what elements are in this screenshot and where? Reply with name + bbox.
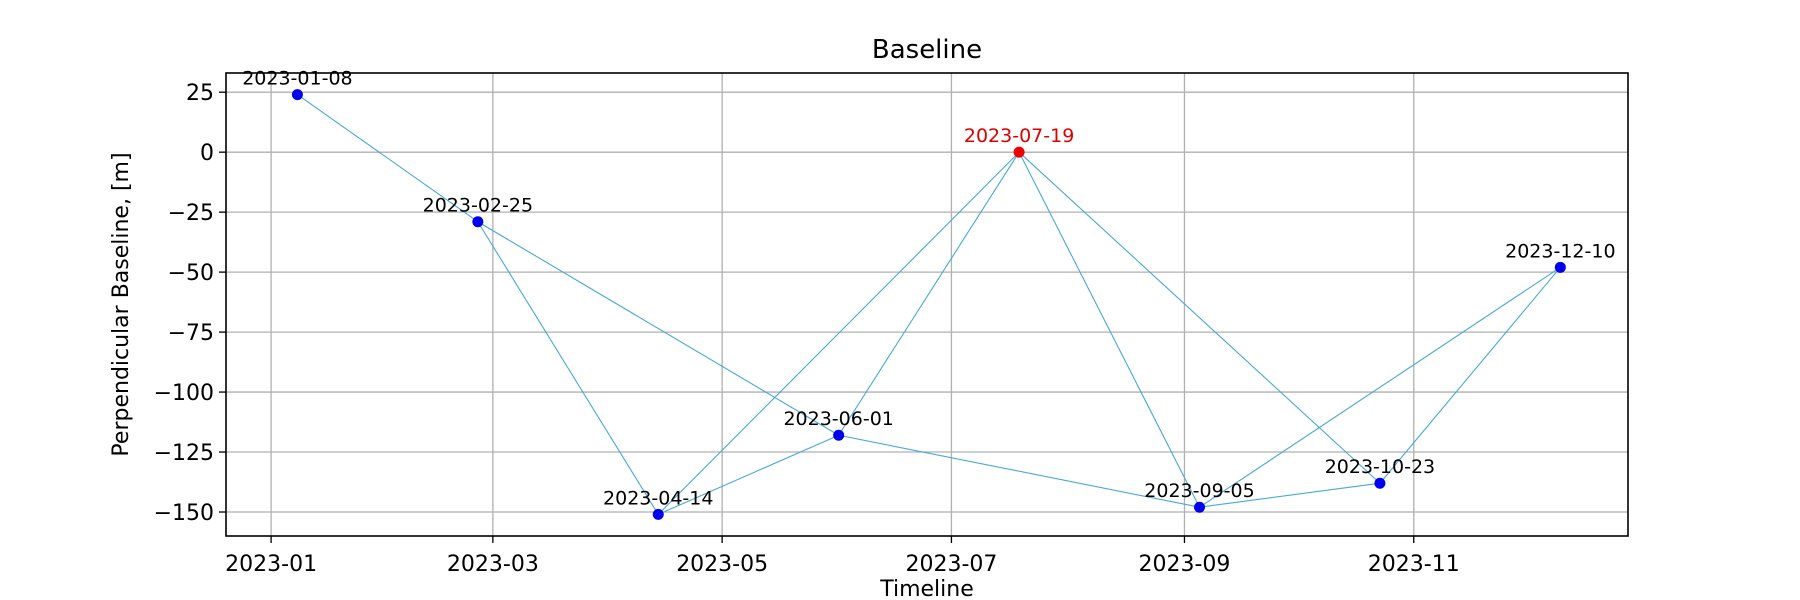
pair-edge <box>1199 482 1380 508</box>
pair-edge <box>1018 151 1200 508</box>
acquisition-point <box>472 216 484 228</box>
point-label: 2023-10-23 <box>1325 456 1435 478</box>
point-labels: 2023-01-08 2023-02-25 2023-04-14 2023-06-01… <box>242 68 1615 510</box>
y-tick-label: 0 <box>200 141 214 166</box>
y-tick-label: −150 <box>154 501 214 526</box>
pair-edges <box>297 94 1561 515</box>
acquisition-point <box>291 89 303 101</box>
point-label: 2023-09-05 <box>1144 480 1254 502</box>
pair-edge <box>838 434 1200 508</box>
y-axis-title: Perpendicular Baseline, [m] <box>109 152 134 456</box>
grid-layer <box>226 73 1628 536</box>
pair-edge <box>477 221 659 515</box>
point-label: 2023-12-10 <box>1505 240 1615 262</box>
reference-point <box>1013 146 1025 158</box>
y-tick-label: −75 <box>168 321 214 346</box>
x-axis-title: Timeline <box>879 577 974 600</box>
pair-edge <box>1199 266 1561 508</box>
pair-edge <box>1379 266 1561 484</box>
x-tick-label: 2023-07 <box>905 552 997 577</box>
pair-edge <box>658 434 839 515</box>
acquisition-point <box>1194 501 1206 513</box>
point-label: 2023-06-01 <box>783 408 893 430</box>
acquisition-points <box>291 89 1566 520</box>
x-tick-label: 2023-05 <box>676 552 768 577</box>
acquisition-point <box>833 429 845 441</box>
point-label: 2023-07-19 <box>964 125 1074 147</box>
acquisition-point <box>1554 261 1566 273</box>
acquisition-point <box>652 508 664 520</box>
acquisition-point <box>1374 477 1386 489</box>
x-tick-label: 2023-09 <box>1139 552 1231 577</box>
x-tick-label: 2023-01 <box>225 552 317 577</box>
pair-edge <box>297 94 479 223</box>
y-axis-ticks: 25 0 −25 −50 −75 −100 −125 −150 <box>154 81 226 526</box>
x-tick-label: 2023-03 <box>447 552 539 577</box>
x-tick-label: 2023-11 <box>1368 552 1460 577</box>
y-tick-label: −100 <box>154 381 214 406</box>
x-axis-ticks: 2023-01 2023-03 2023-05 2023-07 2023-09 2023-… <box>225 536 1460 577</box>
plot-frame <box>225 72 1629 537</box>
chart-title: Baseline <box>872 35 982 65</box>
point-label: 2023-01-08 <box>242 68 352 90</box>
point-label: 2023-04-14 <box>603 487 713 509</box>
y-tick-label: −125 <box>154 441 214 466</box>
y-tick-label: −25 <box>168 201 214 226</box>
point-label: 2023-02-25 <box>423 195 533 217</box>
pair-edge <box>838 151 1020 436</box>
pair-edge <box>657 151 1020 515</box>
y-tick-label: −50 <box>168 261 214 286</box>
pair-edge <box>1018 151 1381 484</box>
pair-edge <box>477 221 839 436</box>
y-tick-label: 25 <box>186 81 214 106</box>
